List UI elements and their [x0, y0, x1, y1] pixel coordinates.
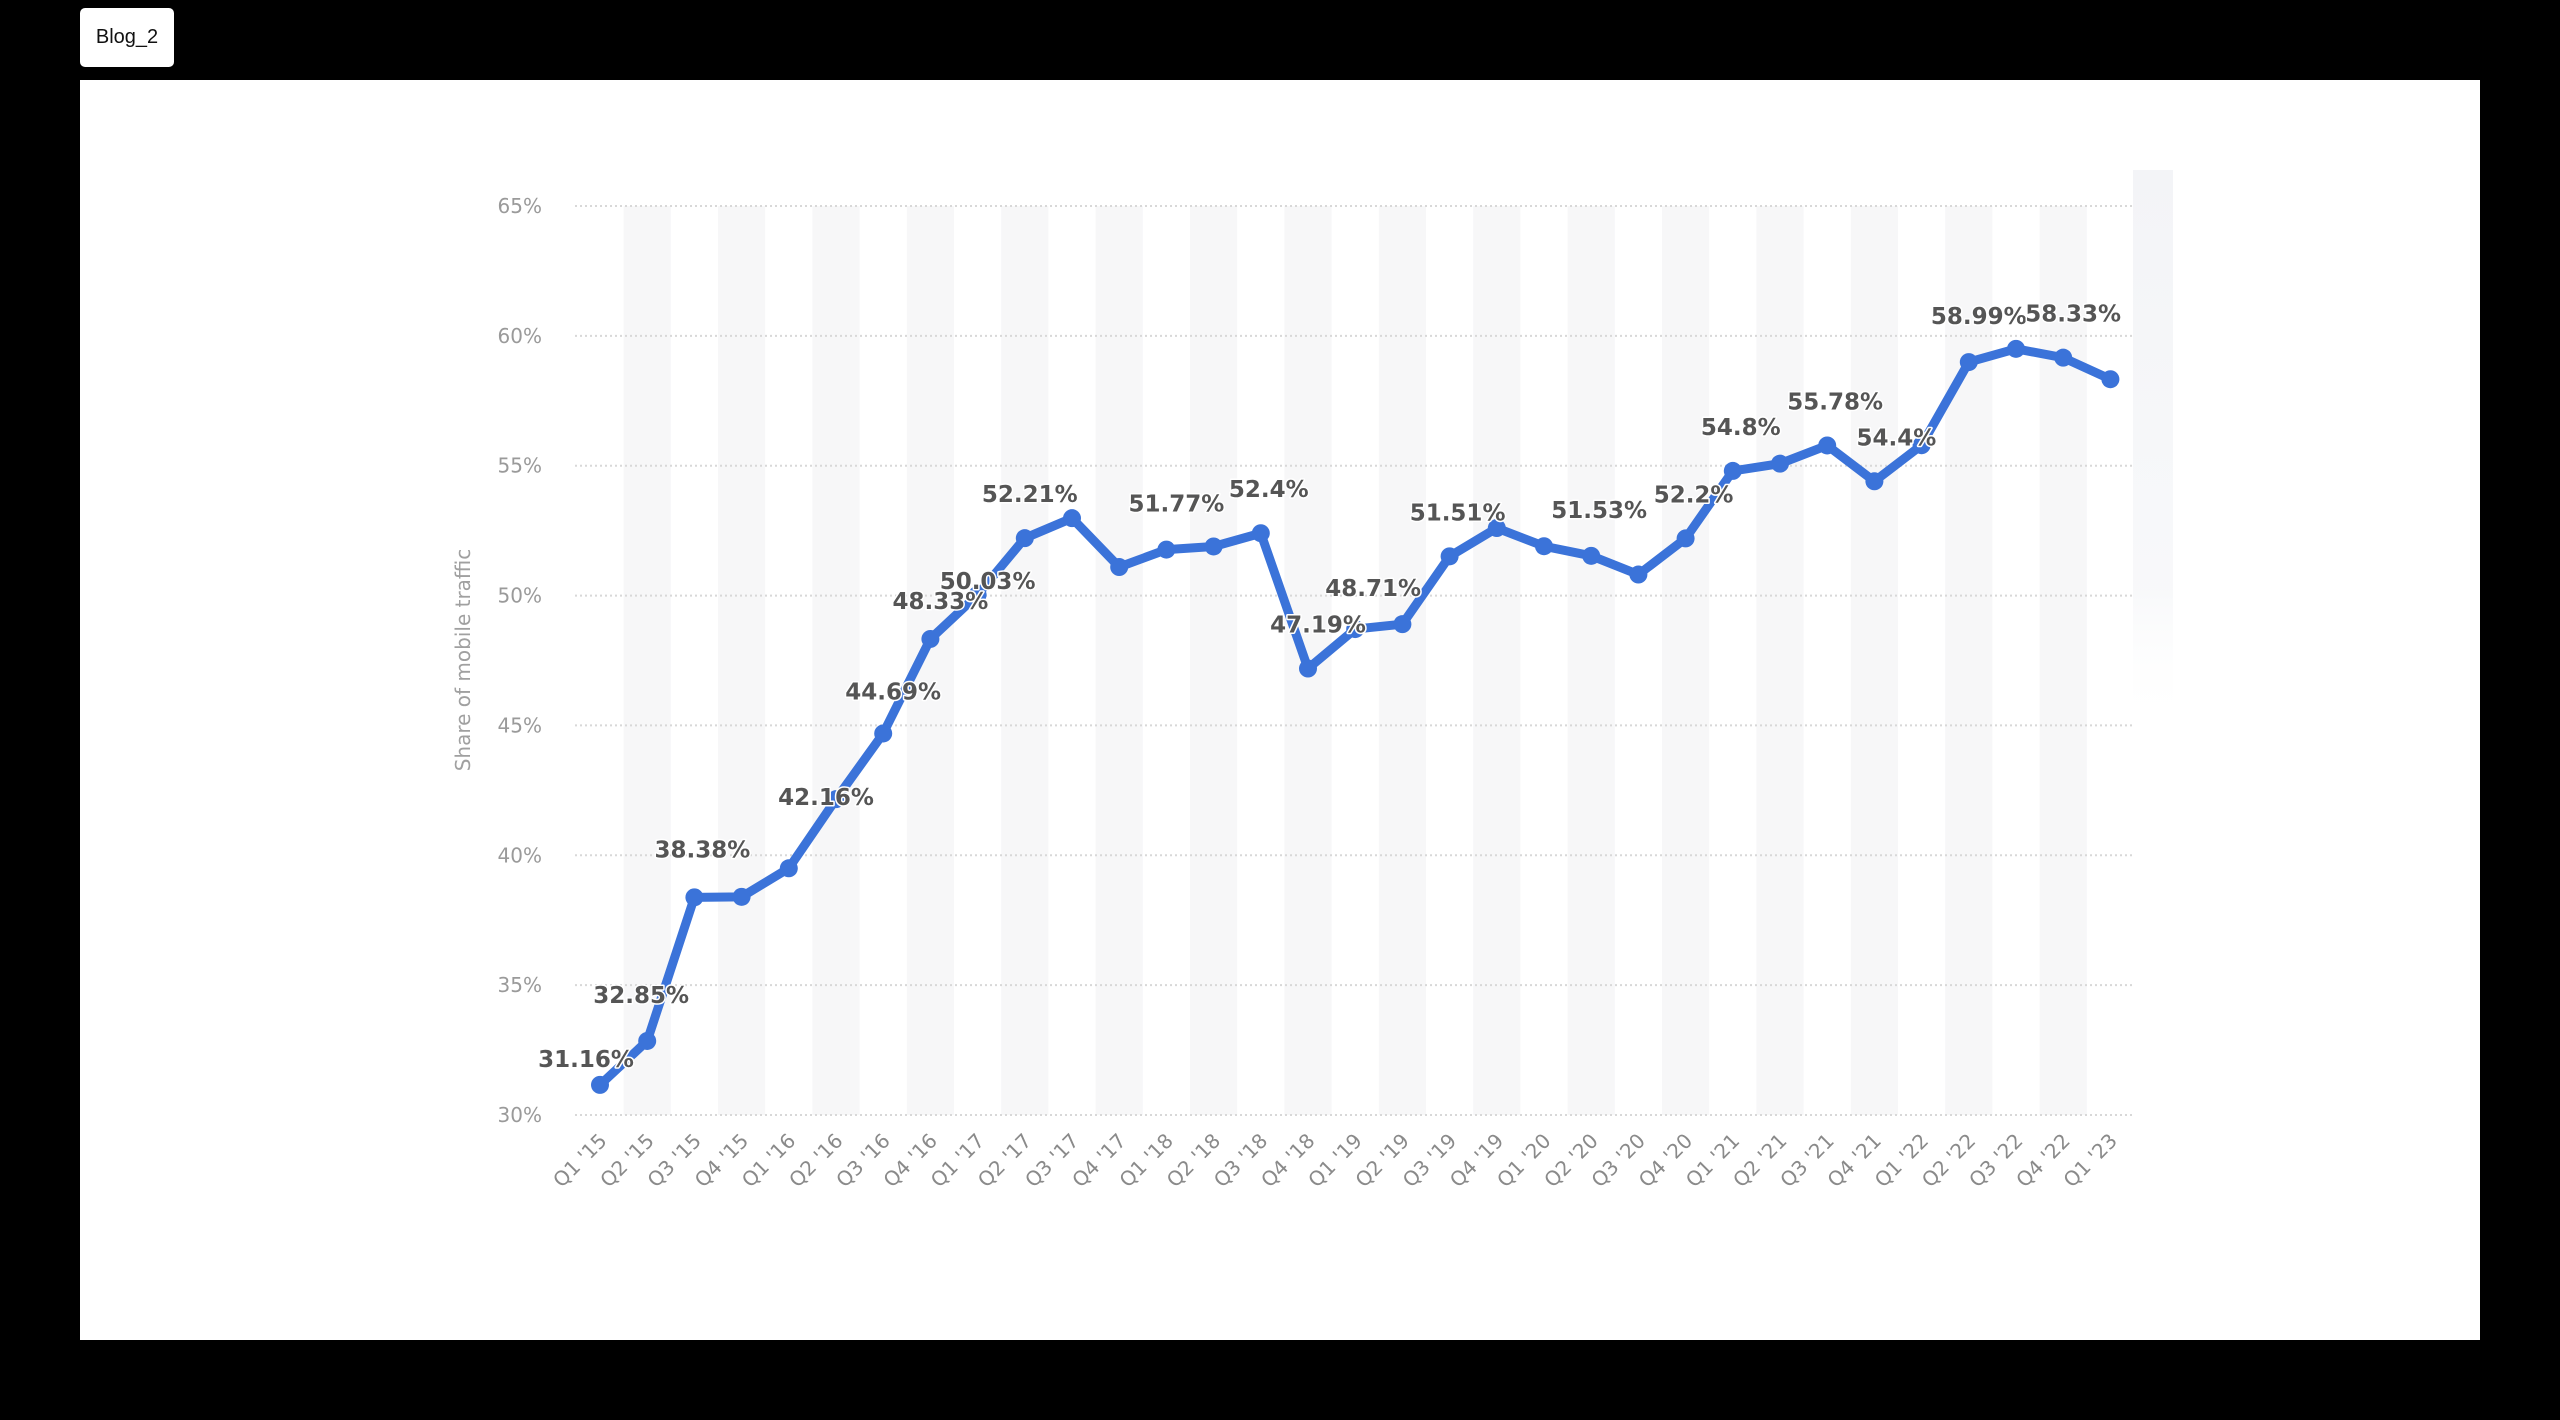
data-label: 51.53%: [1551, 498, 1647, 524]
data-point: [1110, 558, 1129, 577]
data-point: [1818, 436, 1837, 455]
data-point: [1063, 509, 1081, 528]
data-point: [1393, 615, 1412, 634]
data-label: 51.77%: [1129, 492, 1225, 518]
column-stripe: [1945, 206, 1993, 1115]
data-point: [732, 887, 751, 906]
column-stripes: [623, 206, 2087, 1115]
y-tick-label: 50%: [498, 584, 542, 608]
column-stripe: [718, 206, 766, 1115]
column-stripe: [1662, 206, 1710, 1115]
data-label: 52.21%: [982, 482, 1078, 508]
data-label: 42.16%: [778, 785, 874, 811]
data-label: 38.38%: [655, 837, 751, 863]
column-stripe: [812, 206, 860, 1115]
data-point: [1912, 436, 1931, 455]
data-point: [1015, 529, 1034, 548]
data-label: 32.85%: [593, 983, 689, 1009]
data-point: [1582, 546, 1601, 565]
data-points: [591, 339, 2120, 1094]
column-stripe: [1001, 206, 1049, 1115]
tab-label: Blog_2: [95, 26, 159, 48]
column-stripe: [1567, 206, 1615, 1115]
data-point: [1487, 519, 1506, 538]
y-tick-label: 45%: [498, 713, 542, 737]
data-label: 48.33%: [893, 589, 989, 615]
data-point: [1204, 537, 1223, 556]
data-label: 52.4%: [1229, 477, 1309, 503]
data-label: 54.8%: [1701, 415, 1781, 441]
y-tick-label: 40%: [498, 843, 542, 867]
data-label: 58.33%: [2025, 302, 2121, 328]
data-point: [638, 1031, 657, 1050]
column-stripe: [1473, 206, 1521, 1115]
column-stripe: [1756, 206, 1804, 1115]
tab-blog-2[interactable]: Blog_2: [80, 8, 174, 67]
data-point: [1959, 353, 1978, 372]
data-label: 48.71%: [1325, 576, 1421, 602]
data-point: [591, 1075, 609, 1094]
data-label: 50.03%: [940, 569, 1036, 595]
chart-frame: 30% 35% 40% 45% 50% 55% 60% 65% Share of mobile…: [80, 80, 2480, 1340]
data-point: [2054, 348, 2073, 367]
data-point: [2007, 339, 2025, 358]
data-label: 52.2%: [1654, 482, 1734, 508]
x-tick-label: Q1 '23: [2058, 1129, 2121, 1192]
data-point: [1299, 659, 1317, 678]
data-point: [874, 724, 893, 743]
data-point: [685, 888, 704, 907]
column-stripe: [906, 206, 954, 1115]
y-tick-label: 30%: [498, 1103, 542, 1127]
data-label: 44.69%: [845, 679, 941, 705]
data-point: [921, 629, 940, 648]
data-point: [1346, 620, 1365, 639]
data-point: [1771, 454, 1789, 473]
y-axis-title: Share of mobile traffic: [451, 549, 475, 772]
data-point: [1535, 537, 1553, 556]
y-axis-ticks: 30% 35% 40% 45% 50% 55% 60% 65%: [498, 194, 542, 1127]
y-tick-label: 60%: [498, 324, 542, 348]
data-point: [1251, 524, 1270, 543]
data-label: 55.78%: [1787, 389, 1883, 415]
data-point: [2101, 370, 2120, 389]
data-label: 58.99%: [1931, 304, 2027, 330]
y-tick-label: 35%: [498, 973, 542, 997]
line-chart: 30% 35% 40% 45% 50% 55% 60% 65% Share of mobile…: [451, 170, 2173, 1192]
data-labels: 31.16% 32.85% 38.38% 42.16% 44.69% 48.33%50.0…: [537, 300, 2123, 1074]
y-tick-label: 65%: [498, 194, 542, 218]
data-point: [1723, 461, 1742, 480]
data-point: [827, 790, 845, 809]
data-label: 31.16%: [538, 1047, 634, 1073]
data-point: [1865, 472, 1884, 491]
data-label: 54.4%: [1857, 425, 1937, 451]
column-stripe: [1190, 206, 1238, 1115]
data-label: 51.51%: [1410, 500, 1506, 526]
y-tick-label: 55%: [498, 454, 542, 478]
right-fade: [2133, 170, 2173, 730]
column-stripe: [623, 206, 671, 1115]
column-stripe: [1850, 206, 1898, 1115]
data-point: [1157, 540, 1176, 559]
data-point: [1676, 529, 1695, 548]
column-stripe: [2039, 206, 2087, 1115]
data-point: [1629, 565, 1648, 584]
data-label: 47.19%: [1270, 613, 1366, 639]
data-point: [1440, 547, 1459, 566]
data-point: [968, 585, 987, 604]
column-stripe: [1095, 206, 1143, 1115]
data-point: [779, 859, 798, 878]
column-stripe: [1378, 206, 1426, 1115]
gridlines: [575, 205, 2133, 1116]
